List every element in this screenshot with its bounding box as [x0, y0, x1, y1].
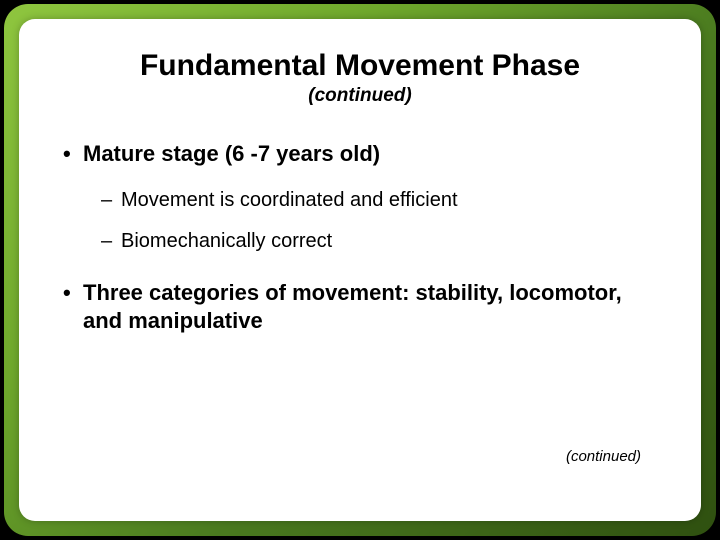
slide-subtitle: (continued) — [57, 85, 663, 107]
bullet-three-categories: Three categories of movement: stability,… — [63, 279, 663, 334]
bullet-mature-stage: Mature stage (6 -7 years old) — [63, 141, 663, 167]
slide-content: Mature stage (6 -7 years old) Movement i… — [57, 141, 663, 334]
slide-frame: Fundamental Movement Phase (continued) M… — [4, 4, 716, 536]
footer-continued: (continued) — [566, 448, 641, 465]
subbullet-biomechanical: Biomechanically correct — [63, 230, 663, 253]
slide-title: Fundamental Movement Phase — [57, 49, 663, 83]
subbullet-coordinated: Movement is coordinated and efficient — [63, 189, 663, 212]
slide-card: Fundamental Movement Phase (continued) M… — [19, 19, 701, 521]
